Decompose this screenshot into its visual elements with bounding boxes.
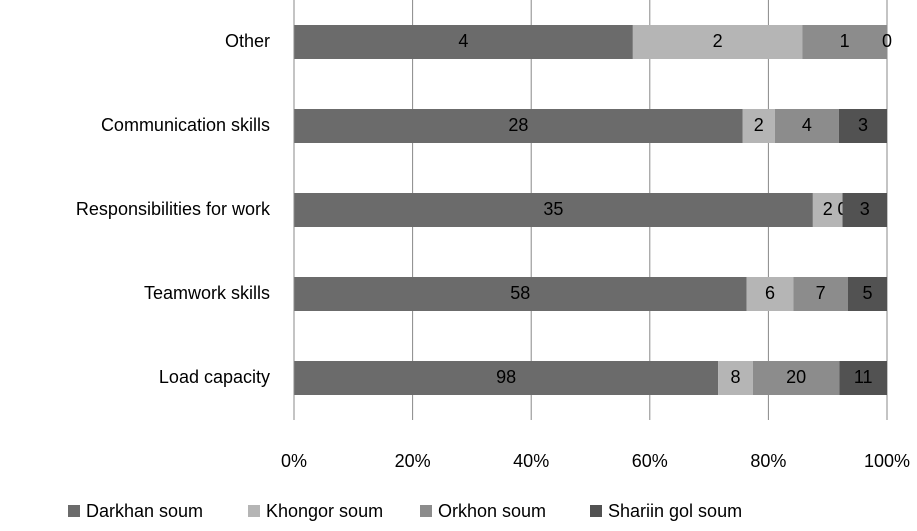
legend-label: Shariin gol soum — [608, 501, 742, 521]
bar-segment — [294, 193, 813, 227]
x-tick-label: 100% — [864, 451, 910, 471]
bar-segment — [793, 277, 848, 311]
data-label: 20 — [786, 367, 806, 387]
bar-segment — [839, 361, 887, 395]
category-label: Communication skills — [101, 115, 270, 135]
legend-label: Darkhan soum — [86, 501, 203, 521]
bar-segment — [294, 109, 743, 143]
data-label: 4 — [802, 115, 812, 135]
category-label: Teamwork skills — [144, 283, 270, 303]
x-tick-label: 20% — [395, 451, 431, 471]
bar-segment — [802, 25, 887, 59]
bar-segment — [838, 109, 887, 143]
category-label: Load capacity — [159, 367, 270, 387]
legend-swatch — [68, 505, 80, 517]
bar-segment — [718, 361, 753, 395]
data-label: 35 — [543, 199, 563, 219]
category-label: Responsibilities for work — [76, 199, 271, 219]
data-label: 6 — [765, 283, 775, 303]
x-tick-label: 40% — [513, 451, 549, 471]
data-label: 28 — [508, 115, 528, 135]
bar-segment — [842, 193, 887, 227]
bar-segment — [774, 109, 839, 143]
bar-segment — [742, 109, 775, 143]
legend-label: Khongor soum — [266, 501, 383, 521]
bar-segment — [752, 361, 840, 395]
bar-segment — [812, 193, 843, 227]
legend-swatch — [248, 505, 260, 517]
x-tick-label: 0% — [281, 451, 307, 471]
bar-segment — [294, 25, 633, 59]
data-label: 3 — [858, 115, 868, 135]
data-label: 7 — [816, 283, 826, 303]
data-label: 2 — [713, 31, 723, 51]
data-label: 1 — [840, 31, 850, 51]
category-label: Other — [225, 31, 270, 51]
legend-swatch — [590, 505, 602, 517]
bar-segment — [746, 277, 794, 311]
bar-segment — [632, 25, 803, 59]
legend-swatch — [420, 505, 432, 517]
data-label: 8 — [730, 367, 740, 387]
data-label: 2 — [823, 199, 833, 219]
data-label: 2 — [754, 115, 764, 135]
legend-label: Orkhon soum — [438, 501, 546, 521]
x-tick-label: 80% — [750, 451, 786, 471]
data-label: 98 — [496, 367, 516, 387]
bar-segment — [294, 277, 747, 311]
x-tick-label: 60% — [632, 451, 668, 471]
data-label: 3 — [860, 199, 870, 219]
data-label: 5 — [862, 283, 872, 303]
data-label: 58 — [510, 283, 530, 303]
bar-segment — [294, 361, 719, 395]
data-label: 0 — [882, 31, 892, 51]
data-label: 11 — [854, 367, 873, 387]
data-label: 4 — [458, 31, 468, 51]
bar-segment — [847, 277, 887, 311]
